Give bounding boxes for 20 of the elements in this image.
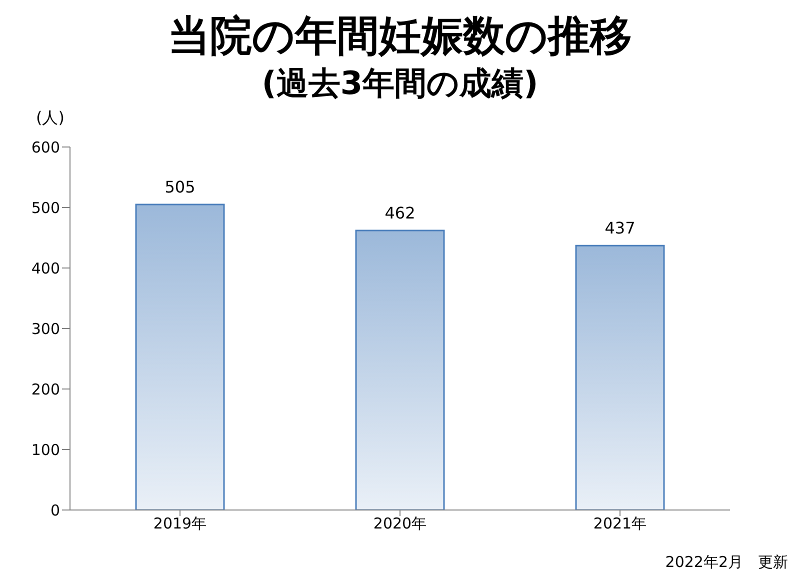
data-label: 462: [384, 203, 416, 222]
y-axis-title: (人): [36, 108, 64, 129]
y-tick-label: 300: [31, 320, 60, 338]
x-tick-label: 2020年: [373, 514, 427, 533]
y-tick-label: 500: [31, 198, 60, 217]
bar: [355, 230, 445, 510]
x-tick-label: 2021年: [593, 514, 647, 533]
x-tick-label: 2019年: [153, 514, 207, 533]
bar: [135, 204, 225, 510]
y-tick-label: 200: [31, 380, 60, 398]
data-label: 505: [164, 177, 196, 196]
data-label: 437: [604, 218, 636, 238]
y-tick-label: 400: [31, 259, 60, 278]
y-tick-label: 0: [50, 501, 60, 520]
bar: [575, 244, 665, 510]
chart-title: 当院の年間妊娠数の推移: [167, 10, 633, 62]
text: 2022年2月 更新: [665, 553, 788, 572]
y-tick-label: 100: [31, 440, 60, 459]
chart-subtitle: (過去3年間の成績): [260, 63, 540, 104]
y-tick-label: 600: [31, 138, 60, 156]
